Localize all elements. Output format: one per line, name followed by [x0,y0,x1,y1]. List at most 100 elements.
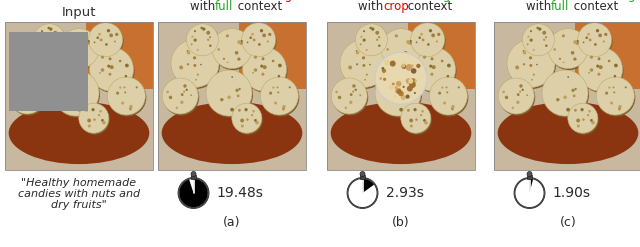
Circle shape [242,23,276,57]
Bar [360,175,365,179]
Circle shape [231,76,233,78]
Bar [527,175,532,179]
Circle shape [573,95,575,97]
Circle shape [532,74,535,76]
Text: candies with nuts and: candies with nuts and [18,189,140,199]
Circle shape [431,34,435,37]
Circle shape [363,30,365,32]
Circle shape [402,105,432,135]
Circle shape [420,33,423,36]
Circle shape [610,102,613,104]
Text: (a): (a) [223,216,241,229]
Circle shape [549,30,589,70]
Circle shape [93,41,95,43]
Circle shape [396,62,397,63]
Circle shape [125,75,127,78]
Circle shape [9,78,45,114]
Circle shape [200,64,202,65]
Circle shape [569,105,599,135]
Circle shape [369,27,372,29]
Circle shape [516,93,520,96]
Text: context: context [403,0,452,13]
Circle shape [261,73,264,76]
Circle shape [562,34,565,37]
Circle shape [378,44,381,47]
Circle shape [542,70,588,116]
Text: with: with [525,0,554,13]
Bar [191,175,196,179]
Circle shape [200,27,203,29]
Circle shape [400,76,402,78]
Circle shape [591,121,595,124]
Circle shape [427,43,429,46]
Circle shape [526,94,528,96]
Circle shape [125,64,129,67]
Bar [327,22,475,170]
Circle shape [101,56,104,59]
Circle shape [527,36,529,38]
Circle shape [420,114,422,116]
Circle shape [588,110,591,113]
Circle shape [388,85,394,90]
Circle shape [53,70,99,116]
Circle shape [445,86,447,88]
Circle shape [191,171,196,177]
Circle shape [437,33,440,36]
Circle shape [529,64,532,67]
Text: dry fruits": dry fruits" [51,200,107,210]
Circle shape [272,86,275,89]
Circle shape [395,86,397,89]
Circle shape [568,103,598,133]
Circle shape [523,51,526,54]
Circle shape [519,91,521,93]
Ellipse shape [498,102,638,164]
Circle shape [90,24,124,58]
Circle shape [516,101,520,104]
Circle shape [42,79,44,81]
Circle shape [446,91,448,93]
Bar [408,22,475,89]
Circle shape [251,33,254,36]
Wedge shape [179,179,208,207]
Circle shape [406,64,413,71]
Circle shape [88,40,90,42]
Circle shape [399,108,403,111]
Bar [86,22,153,89]
Circle shape [424,121,428,124]
Text: "Healthy homemade: "Healthy homemade [21,178,136,188]
Circle shape [100,68,104,72]
Text: Input: Input [61,6,96,19]
Circle shape [369,64,371,65]
Circle shape [436,41,438,42]
Circle shape [356,25,388,57]
Circle shape [412,47,456,91]
Circle shape [589,39,591,41]
Circle shape [220,98,223,101]
Circle shape [97,36,99,39]
Circle shape [421,110,424,113]
Circle shape [582,118,585,121]
Circle shape [438,92,441,95]
Circle shape [179,65,183,69]
Bar [5,22,153,170]
Circle shape [19,41,67,89]
Circle shape [246,41,248,43]
Circle shape [30,91,32,93]
Circle shape [575,41,579,45]
Circle shape [335,91,338,93]
Circle shape [529,56,532,60]
Circle shape [352,84,356,88]
Circle shape [395,88,401,94]
Circle shape [431,73,433,76]
Text: missing: missing [591,0,636,2]
Circle shape [227,96,231,99]
Circle shape [100,39,102,41]
Circle shape [107,64,110,68]
Circle shape [34,50,36,52]
Circle shape [451,107,453,109]
Circle shape [515,65,519,69]
Circle shape [458,86,460,88]
Circle shape [79,103,109,133]
Circle shape [597,73,600,76]
Circle shape [108,77,145,115]
